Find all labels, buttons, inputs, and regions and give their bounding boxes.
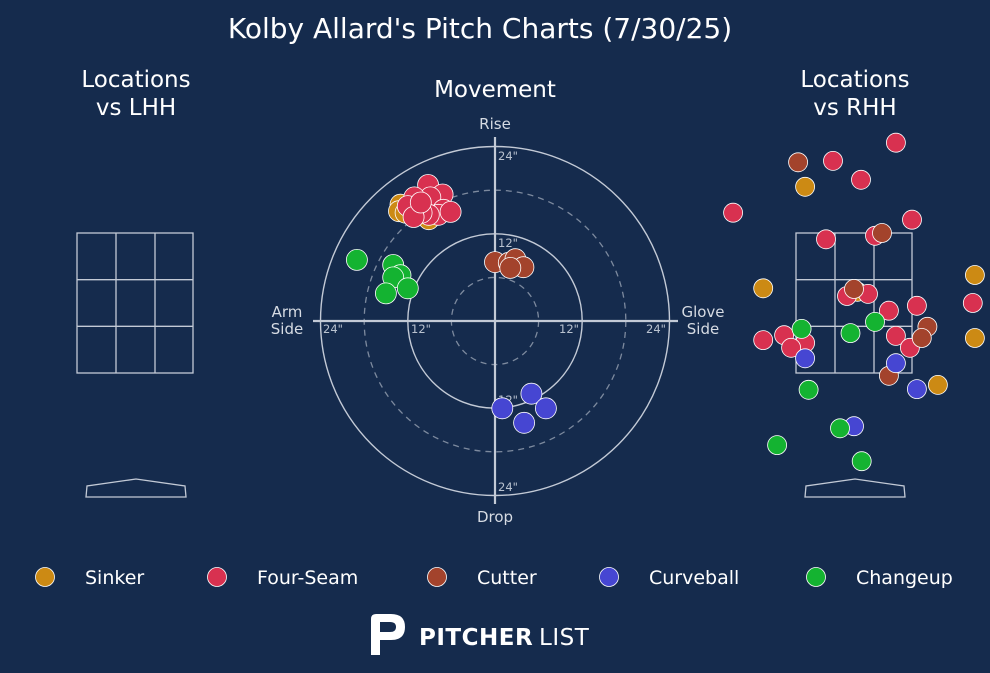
rhh-location-point-cutter xyxy=(844,279,864,299)
rhh-location-point-four-seam xyxy=(851,169,871,190)
pitcherlist-logo: PITCHER LIST xyxy=(371,614,590,655)
movement-point-changeup xyxy=(396,277,419,300)
rhh-location-point-four-seam xyxy=(886,325,906,346)
legend-item-curveball: Curveball xyxy=(599,567,739,589)
rhh-location-point-four-seam xyxy=(781,337,801,358)
ring-label-left-24: 24" xyxy=(323,322,343,336)
lhh-strike-zone xyxy=(76,232,194,374)
movement-point-curveball xyxy=(520,382,543,405)
legend-item-cutter: Cutter xyxy=(427,567,537,589)
pitcherlist-logo-mark xyxy=(371,614,405,655)
panel-title-rhh-line2: vs RHH xyxy=(813,95,896,121)
movement-label-glove: Glove xyxy=(681,303,724,321)
rhh-location-point-four-seam xyxy=(962,293,983,313)
rhh-location-point-sinker xyxy=(965,265,985,285)
rhh-location-point-sinker xyxy=(928,374,948,395)
chart-title: Kolby Allard's Pitch Charts (7/30/25) xyxy=(228,12,732,45)
panel-title-lhh-line2: vs LHH xyxy=(96,95,176,121)
rhh-home-plate xyxy=(804,478,906,498)
brand-name-bold: PITCHER xyxy=(419,625,533,651)
rhh-location-point-four-seam xyxy=(902,209,922,230)
ring-label-right-12: 12" xyxy=(559,322,579,336)
movement-point-changeup xyxy=(345,248,368,271)
rhh-location-point-changeup xyxy=(767,435,787,456)
rhh-location-point-sinker xyxy=(795,176,815,197)
legend-marker-four-seam xyxy=(207,567,227,587)
rhh-location-point-sinker xyxy=(753,278,774,299)
movement-label-arm: Arm xyxy=(272,303,303,321)
legend-item-sinker: Sinker xyxy=(35,567,144,589)
panel-title-lhh-line1: Locations xyxy=(81,67,190,93)
ring-label-right-24: 24" xyxy=(646,322,666,336)
rhh-location-point-four-seam xyxy=(723,202,743,223)
movement-label-side-left: Side xyxy=(271,320,303,338)
legend-label-sinker: Sinker xyxy=(85,567,144,589)
legend-item-four-seam: Four-Seam xyxy=(207,567,358,589)
ring-label-top-12: 12" xyxy=(498,236,518,250)
movement-point-four-seam xyxy=(409,191,432,214)
legend-marker-cutter xyxy=(427,567,447,587)
rhh-location-point-changeup xyxy=(851,451,872,472)
rhh-location-point-changeup xyxy=(830,418,850,439)
legend-label-curveball: Curveball xyxy=(649,567,739,589)
legend-label-four-seam: Four-Seam xyxy=(257,567,358,589)
panel-title-movement: Movement xyxy=(434,77,556,103)
legend-label-cutter: Cutter xyxy=(477,567,537,589)
brand-name-light: LIST xyxy=(539,625,590,651)
rhh-location-point-curveball xyxy=(886,353,906,374)
legend-label-changeup: Changeup xyxy=(856,567,953,589)
legend-marker-sinker xyxy=(35,567,55,587)
movement-point-curveball xyxy=(535,397,557,420)
rhh-location-point-sinker xyxy=(965,328,985,348)
movement-points xyxy=(345,174,557,434)
ring-label-top-24: 24" xyxy=(498,149,518,163)
rhh-location-point-four-seam xyxy=(823,150,843,171)
ring-label-bottom-24: 24" xyxy=(498,480,518,494)
rhh-location-point-four-seam xyxy=(886,132,906,153)
rhh-location-point-cutter xyxy=(872,223,892,243)
movement-label-drop: Drop xyxy=(477,508,513,526)
movement-point-curveball xyxy=(491,397,514,420)
movement-grid xyxy=(313,137,678,504)
lhh-home-plate xyxy=(85,478,187,498)
legend-marker-curveball xyxy=(599,567,619,587)
legend: Sinker Four-Seam Cutter Curveball Changeup xyxy=(35,567,953,589)
rhh-location-point-cutter xyxy=(911,328,932,348)
movement-point-curveball xyxy=(513,411,535,434)
movement-label-rise: Rise xyxy=(479,115,511,133)
rhh-location-point-changeup xyxy=(798,379,819,400)
ring-label-left-12: 12" xyxy=(411,322,431,336)
rhh-location-point-changeup xyxy=(840,323,861,344)
rhh-location-point-four-seam xyxy=(753,330,774,351)
rhh-location-point-four-seam xyxy=(816,229,836,250)
rhh-location-point-changeup xyxy=(865,311,885,332)
movement-point-four-seam xyxy=(439,200,462,223)
rhh-location-point-four-seam xyxy=(879,300,899,321)
movement-label-side-right: Side xyxy=(687,320,719,338)
legend-marker-changeup xyxy=(806,567,826,587)
panel-title-rhh-line1: Locations xyxy=(800,67,909,93)
rhh-location-point-changeup xyxy=(791,318,812,339)
rhh-location-point-curveball xyxy=(907,379,927,400)
rhh-location-points xyxy=(723,132,985,472)
legend-item-changeup: Changeup xyxy=(806,567,953,589)
rhh-location-point-cutter xyxy=(788,152,808,173)
rhh-location-point-four-seam xyxy=(907,295,927,316)
rhh-location-point-curveball xyxy=(795,348,815,369)
movement-point-changeup xyxy=(374,282,397,305)
movement-point-cutter xyxy=(499,256,522,279)
